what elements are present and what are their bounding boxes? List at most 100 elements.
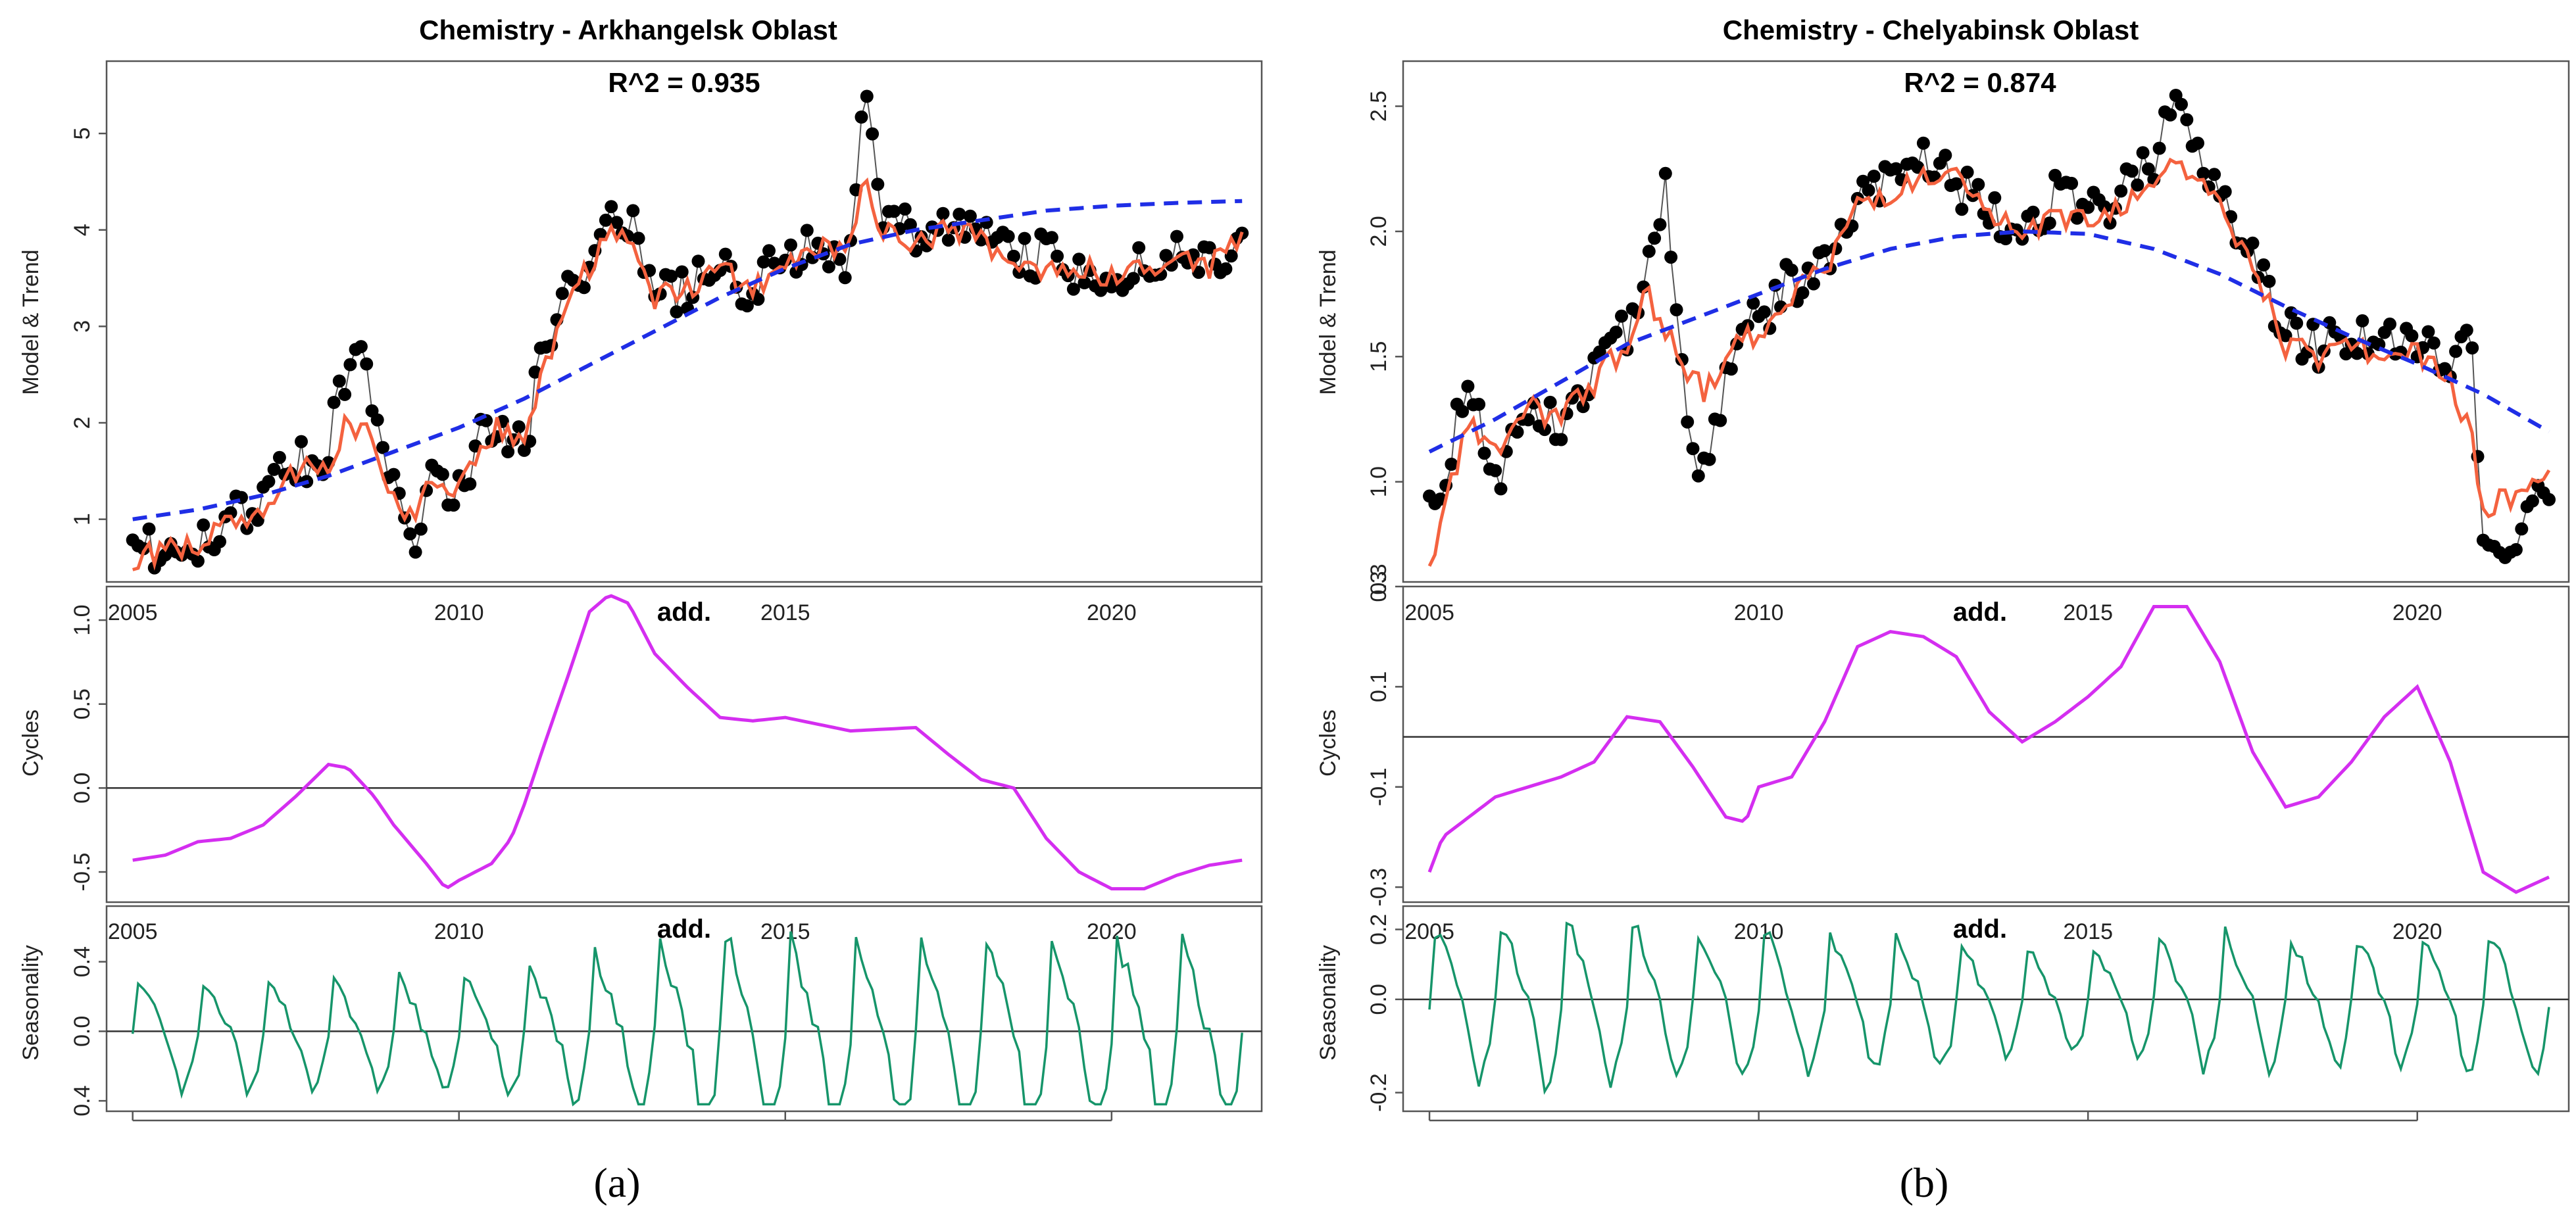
y-tick-label: 2.0 xyxy=(1366,216,1391,247)
observed-point xyxy=(2065,176,2079,190)
observed-point xyxy=(2421,325,2435,339)
y-tick-label: 4 xyxy=(70,224,95,236)
observed-point xyxy=(387,468,401,481)
observed-point xyxy=(512,420,526,434)
observed-point xyxy=(191,554,205,568)
observed-point xyxy=(593,228,607,241)
observed-point xyxy=(1615,309,1628,323)
observed-point xyxy=(1461,379,1475,393)
observed-point xyxy=(1999,232,2012,245)
cycles-line xyxy=(1427,605,2550,894)
observed-point xyxy=(2196,166,2210,180)
x-tick-label: 2005 xyxy=(1404,919,1454,944)
observed-point xyxy=(691,254,705,268)
observed-point xyxy=(251,514,264,527)
y-tick-label: 2 xyxy=(70,417,95,429)
observed-point xyxy=(1554,433,1568,446)
observed-point xyxy=(898,202,912,216)
observed-point xyxy=(1955,203,1969,216)
observed-point xyxy=(2026,205,2040,219)
observed-point xyxy=(1714,414,1727,427)
observed-point xyxy=(1988,191,2002,204)
y-tick-label: 0.0 xyxy=(70,1016,95,1047)
seasonality-panel-title: add. xyxy=(1953,915,2007,944)
y-tick-label: 1.0 xyxy=(70,604,95,635)
observed-point xyxy=(2290,316,2304,330)
observed-point xyxy=(2081,201,2095,214)
observed-point xyxy=(632,231,645,245)
observed-point xyxy=(555,287,569,301)
x-tick-label: 2020 xyxy=(2392,600,2442,625)
observed-point xyxy=(1746,296,1760,310)
observed-point xyxy=(2515,522,2529,536)
observed-point xyxy=(1126,272,1140,285)
observed-point xyxy=(2383,317,2396,331)
observed-point xyxy=(435,468,449,481)
observed-point xyxy=(1862,183,1875,197)
observed-point xyxy=(1691,469,1705,483)
observed-point xyxy=(1170,229,1183,243)
chart-title: Chemistry - Chelyabinsk Oblast xyxy=(1723,14,2139,45)
observed-point xyxy=(1045,231,1058,245)
observed-point xyxy=(2103,216,2117,230)
observed-point xyxy=(903,218,917,231)
observed-point xyxy=(1758,305,1771,319)
observed-point xyxy=(463,477,477,491)
observed-point xyxy=(1472,397,1486,411)
cycles-y-axis-label: Cycles xyxy=(18,710,43,777)
y-tick-label: -0.3 xyxy=(1366,868,1391,907)
observed-point xyxy=(2449,345,2463,358)
observed-series-line xyxy=(132,96,1243,570)
y-tick-label: 1 xyxy=(70,513,95,525)
observed-point xyxy=(1807,277,1820,291)
y-tick-label: 0.0 xyxy=(1366,984,1391,1015)
observed-point xyxy=(1154,268,1168,281)
y-tick-label: 3 xyxy=(70,320,95,333)
x-tick-label: 2005 xyxy=(108,600,158,625)
observed-point xyxy=(2542,493,2556,506)
observed-point xyxy=(756,255,770,269)
panel-label: (b) xyxy=(1900,1159,1949,1206)
observed-point xyxy=(501,445,515,458)
observed-point xyxy=(2152,141,2166,155)
observed-point xyxy=(1785,263,1798,277)
observed-point xyxy=(1007,249,1020,263)
observed-point xyxy=(1192,266,1206,279)
x-tick-label: 2010 xyxy=(434,919,484,944)
observed-point xyxy=(528,365,542,379)
y-tick-label: 0.4 xyxy=(70,946,95,977)
observed-point xyxy=(2509,542,2523,556)
observed-point xyxy=(626,204,640,218)
observed-point xyxy=(1094,283,1108,297)
y-tick-label: 1.5 xyxy=(1366,341,1391,372)
observed-point xyxy=(1159,249,1173,262)
x-tick-label: 2005 xyxy=(108,919,158,944)
trend-panel-frame xyxy=(1402,60,2570,583)
y-tick-label: 5 xyxy=(70,128,95,140)
x-tick-label: 2010 xyxy=(1734,919,1784,944)
observed-point xyxy=(605,200,618,214)
observed-point xyxy=(1724,362,1738,376)
observed-point xyxy=(332,374,346,388)
observed-point xyxy=(343,358,357,372)
observed-point xyxy=(2339,347,2353,361)
observed-point xyxy=(784,238,797,252)
x-tick-label: 2015 xyxy=(2063,600,2113,625)
seasonality-y-axis-label: Seasonality xyxy=(18,945,43,1061)
observed-point xyxy=(1916,136,1930,150)
y-tick-label: 0.4 xyxy=(70,1086,95,1117)
observed-series-line xyxy=(1429,93,2550,559)
observed-point xyxy=(1664,251,1678,264)
x-tick-label: 2020 xyxy=(2392,919,2442,944)
observed-point xyxy=(2114,184,2128,198)
seasonality-panel-title: add. xyxy=(657,915,711,944)
observed-point xyxy=(2356,314,2369,327)
observed-point xyxy=(941,233,955,247)
observed-point xyxy=(800,224,814,237)
observed-point xyxy=(1510,425,1524,439)
observed-point xyxy=(1543,395,1557,409)
observed-point xyxy=(855,110,868,124)
observed-point xyxy=(1489,464,1502,477)
observed-point xyxy=(1939,149,1952,162)
